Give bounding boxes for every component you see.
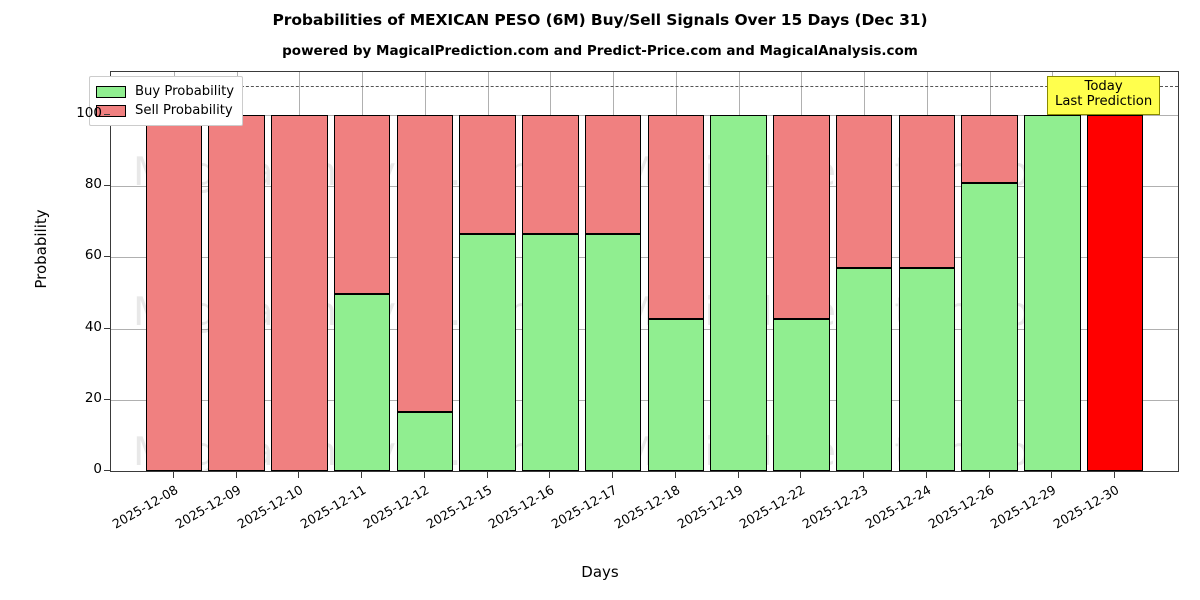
bar-segment-sell[interactable]: [647, 114, 705, 319]
x-axis-tick-mark: [989, 472, 990, 478]
bar-group[interactable]: [961, 72, 1018, 471]
legend-label-sell: Sell Probability: [135, 103, 233, 118]
bar-segment-sell[interactable]: [522, 114, 579, 234]
x-axis-tick-mark: [549, 472, 550, 478]
bar-segment-sell[interactable]: [145, 114, 202, 471]
y-axis-tick-label: 20: [84, 389, 102, 406]
bar-group[interactable]: [898, 72, 956, 471]
y-axis-tick-label: 60: [84, 247, 102, 264]
gridline-horizontal: [111, 328, 1178, 330]
gridline-horizontal: [111, 114, 1178, 116]
x-axis-tick-mark: [487, 472, 488, 478]
bar-segment-buy[interactable]: [459, 233, 516, 471]
x-axis-tick-mark: [612, 472, 613, 478]
x-axis-tick-mark: [926, 472, 927, 478]
y-axis-tick-mark: [104, 113, 110, 115]
gridline-horizontal: [111, 186, 1178, 187]
x-axis-tick-mark: [173, 472, 174, 478]
bar-segment-buy[interactable]: [647, 318, 705, 471]
bar-segment-buy[interactable]: [522, 233, 579, 471]
bar-segment-buy[interactable]: [710, 114, 767, 471]
gridline-horizontal: [111, 257, 1178, 259]
legend-item-sell: Sell Probability: [96, 101, 234, 120]
x-axis-label: Days: [581, 563, 619, 581]
bar-group[interactable]: [271, 72, 328, 471]
today-annotation-line1: Today: [1084, 79, 1123, 94]
bar-segment-buy[interactable]: [773, 318, 830, 471]
bar-group[interactable]: [584, 72, 642, 471]
bar-segment-sell[interactable]: [333, 114, 391, 294]
bar-segment-sell[interactable]: [773, 114, 830, 319]
bar-group[interactable]: [773, 72, 830, 471]
plot-area: MagicalAnalysis.comMagicalPrediction.com…: [110, 71, 1179, 472]
bar-segment-sell[interactable]: [584, 114, 642, 234]
x-axis-tick-mark: [424, 472, 425, 478]
gridline-horizontal: [111, 471, 1178, 472]
legend-item-buy: Buy Probability: [96, 82, 234, 101]
x-axis-tick-mark: [298, 472, 299, 478]
bar-segment-buy[interactable]: [898, 267, 956, 471]
y-axis-tick-mark: [104, 327, 110, 329]
bar-group[interactable]: [145, 72, 202, 471]
reference-dashed-line: [111, 86, 1178, 88]
bar-segment-buy[interactable]: [835, 267, 893, 471]
y-axis-tick-label: 40: [84, 318, 102, 335]
legend-swatch-sell: [96, 104, 126, 117]
bar-segment-buy[interactable]: [1024, 114, 1081, 471]
chart-subtitle: powered by MagicalPrediction.com and Pre…: [282, 43, 918, 59]
y-axis-tick-mark: [104, 470, 110, 471]
bar-group[interactable]: [1024, 72, 1081, 471]
bar-segment-buy[interactable]: [584, 233, 642, 471]
x-axis-tick-mark: [361, 472, 362, 478]
bar-group[interactable]: [208, 72, 265, 471]
y-axis-tick-mark: [104, 256, 110, 258]
y-axis-tick-label: 100: [76, 104, 102, 121]
legend-swatch-buy: [96, 85, 126, 98]
bar-segment-today[interactable]: [1086, 114, 1144, 471]
bar-segment-sell[interactable]: [898, 114, 956, 268]
bar-group[interactable]: [835, 72, 893, 471]
legend-label-buy: Buy Probability: [135, 84, 235, 99]
bar-segment-sell[interactable]: [396, 114, 454, 412]
bar-group[interactable]: [647, 72, 705, 471]
y-axis-tick-label: 80: [84, 176, 102, 192]
x-axis-tick-mark: [236, 472, 237, 478]
chart-legend: Buy Probability Sell Probability: [89, 76, 244, 126]
today-annotation: Today Last Prediction: [1047, 76, 1161, 115]
page-title: Probabilities of MEXICAN PESO (6M) Buy/S…: [272, 11, 928, 29]
gridline-horizontal: [111, 399, 1178, 401]
x-axis-tick-mark: [675, 472, 676, 478]
bar-segment-buy[interactable]: [961, 182, 1018, 471]
bar-group[interactable]: [522, 72, 579, 471]
bar-segment-sell[interactable]: [459, 114, 516, 234]
bar-group[interactable]: [1086, 72, 1144, 471]
x-axis-tick-mark: [1051, 472, 1052, 478]
bar-segment-buy[interactable]: [333, 293, 391, 471]
bar-group[interactable]: [459, 72, 516, 471]
bar-segment-sell[interactable]: [208, 114, 265, 471]
bar-group[interactable]: [396, 72, 454, 471]
y-axis-tick-label: 0: [93, 461, 102, 477]
today-annotation-line2: Last Prediction: [1055, 93, 1153, 109]
bar-segment-sell[interactable]: [961, 114, 1018, 183]
y-axis-tick-mark: [104, 185, 110, 186]
bar-segment-sell[interactable]: [271, 114, 328, 471]
bar-group[interactable]: [710, 72, 767, 471]
y-axis-tick-mark: [104, 398, 110, 400]
x-axis-tick-mark: [800, 472, 801, 478]
x-axis-tick-mark: [1114, 472, 1115, 478]
x-axis-tick-mark: [738, 472, 739, 478]
bar-segment-buy[interactable]: [396, 411, 454, 471]
bar-segment-sell[interactable]: [835, 114, 893, 268]
bar-group[interactable]: [333, 72, 391, 471]
x-axis-tick-mark: [863, 472, 864, 478]
